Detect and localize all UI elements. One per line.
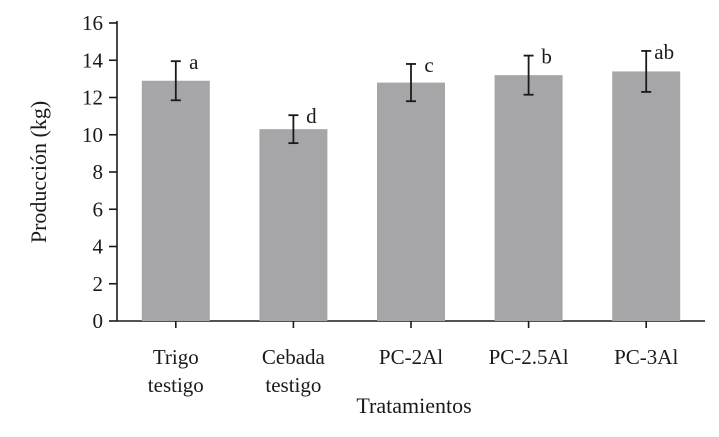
x-tick-label: PC-2.5Al (489, 345, 569, 369)
x-axis: Trigo testigo Cebada testigo PC-2Al PC-2.5Al P… (117, 320, 705, 397)
y-tick-label: 6 (93, 197, 104, 221)
bars (141, 71, 681, 322)
significance-label: ab (654, 40, 674, 64)
error-bars (170, 50, 652, 145)
y-tick-label: 10 (82, 123, 103, 147)
bar (141, 80, 210, 321)
y-tick-label: 0 (93, 309, 104, 333)
axis-titles: Producción (kg) Tratamientos (26, 101, 472, 418)
x-tick-label: PC-2Al (379, 345, 443, 369)
y-axis-title: Producción (kg) (26, 101, 51, 243)
x-axis-title: Tratamientos (356, 393, 471, 418)
x-tick-label: Cebada testigo (262, 345, 326, 397)
y-tick-label: 16 (82, 11, 103, 35)
y-tick-label: 12 (82, 86, 103, 110)
bar (494, 75, 563, 322)
y-axis: 0 2 4 6 8 10 12 14 16 (82, 11, 118, 333)
bar (259, 129, 328, 321)
y-tick-label: 8 (93, 160, 104, 184)
significance-label: c (424, 53, 433, 77)
bar (612, 71, 681, 321)
y-tick-label: 14 (82, 48, 104, 72)
y-tick-label: 4 (93, 235, 104, 259)
significance-label: a (189, 50, 199, 74)
y-tick-label: 2 (93, 272, 104, 296)
bar (377, 82, 445, 321)
x-tick-label: Trigo testigo (148, 345, 204, 397)
significance-labels: a d c b ab (189, 40, 674, 128)
significance-label: b (541, 45, 552, 69)
x-tick-label: PC-3Al (614, 345, 678, 369)
significance-label: d (306, 104, 317, 128)
